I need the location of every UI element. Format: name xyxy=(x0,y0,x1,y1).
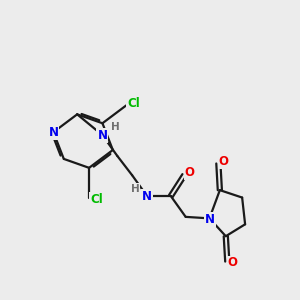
Text: N: N xyxy=(142,190,152,202)
Text: N: N xyxy=(205,213,215,226)
Text: Cl: Cl xyxy=(90,193,103,206)
Text: Cl: Cl xyxy=(127,98,140,110)
Text: N: N xyxy=(48,126,59,139)
Text: H: H xyxy=(111,122,119,132)
Text: O: O xyxy=(219,155,229,168)
Text: N: N xyxy=(98,129,107,142)
Text: O: O xyxy=(184,166,194,179)
Text: O: O xyxy=(228,256,238,269)
Text: H: H xyxy=(131,184,140,194)
